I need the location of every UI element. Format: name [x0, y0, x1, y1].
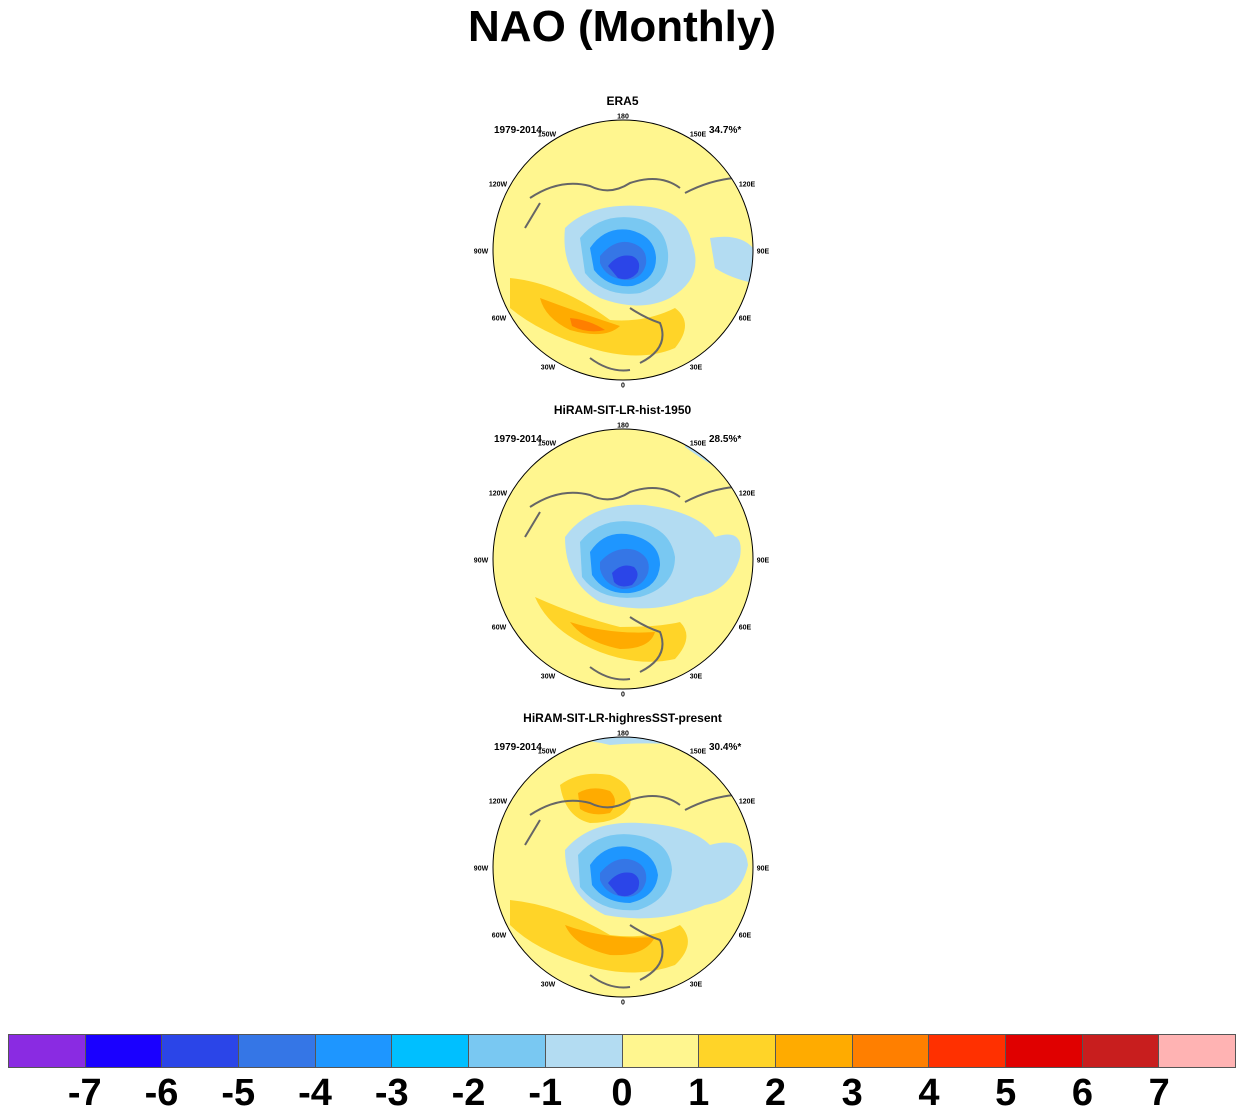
- lon-label: 60W: [491, 932, 507, 940]
- period-label: 1979-2014: [494, 742, 542, 753]
- colorbar-swatch: [9, 1035, 86, 1067]
- colorbar-tick-label: -6: [144, 1072, 179, 1114]
- colorbar-swatch: [1082, 1035, 1160, 1067]
- lon-label: 120E: [738, 490, 756, 498]
- variance-label: 34.7%*: [709, 125, 742, 136]
- colorbar-swatch: [1159, 1035, 1235, 1067]
- lon-label: 60E: [738, 624, 752, 632]
- lon-label: 150E: [689, 131, 707, 139]
- lon-label: 180: [617, 422, 629, 430]
- lon-label: 30W: [540, 981, 556, 989]
- lon-label: 0: [621, 691, 625, 699]
- lon-label: 30W: [540, 364, 556, 372]
- lon-label: 90E: [756, 557, 770, 565]
- lon-label: 60E: [738, 315, 752, 323]
- colorbar-tick-label: -3: [374, 1072, 409, 1114]
- lon-label: 120W: [488, 490, 508, 498]
- lon-label: 90E: [756, 865, 770, 873]
- polar-map: [492, 736, 754, 998]
- colorbar-swatch: [1005, 1035, 1083, 1067]
- lon-label: 120E: [738, 181, 756, 189]
- lon-label: 150W: [537, 748, 557, 756]
- colorbar-swatch: [315, 1035, 393, 1067]
- lon-label: 90W: [473, 557, 489, 565]
- figure-title: NAO (Monthly): [468, 2, 776, 51]
- variance-label: 30.4%*: [709, 742, 742, 753]
- lon-label: 120W: [488, 181, 508, 189]
- colorbar-swatch: [852, 1035, 930, 1067]
- lon-label: 60W: [491, 624, 507, 632]
- period-label: 1979-2014: [494, 125, 542, 136]
- lon-label: 90W: [473, 865, 489, 873]
- colorbar-tick-label: 5: [995, 1072, 1017, 1114]
- colorbar: [8, 1034, 1236, 1068]
- lon-label: 0: [621, 999, 625, 1007]
- variance-label: 28.5%*: [709, 434, 742, 445]
- colorbar-swatch: [775, 1035, 853, 1067]
- colorbar-swatch: [699, 1035, 776, 1067]
- lon-label: 150W: [537, 440, 557, 448]
- colorbar-tick-label: 2: [764, 1072, 787, 1114]
- colorbar-tick-label: 7: [1148, 1072, 1170, 1114]
- polar-map: [492, 428, 754, 690]
- colorbar-swatch: [85, 1035, 163, 1067]
- colorbar-swatch: [392, 1035, 470, 1067]
- colorbar-swatch: [469, 1035, 546, 1067]
- colorbar-tick-label: -2: [451, 1072, 486, 1114]
- colorbar-tick-label: 6: [1071, 1072, 1094, 1114]
- colorbar-tick-label: 0: [611, 1072, 633, 1114]
- lon-label: 150E: [689, 748, 707, 756]
- lon-label: 60E: [738, 932, 752, 940]
- lon-label: 60W: [491, 315, 507, 323]
- panel-title: ERA5: [606, 94, 639, 108]
- panel-title: HiRAM-SIT-LR-hist-1950: [553, 403, 692, 417]
- lon-label: 30E: [689, 673, 703, 681]
- colorbar-tick-label: -4: [298, 1072, 332, 1114]
- colorbar-tick-label: -5: [221, 1072, 256, 1114]
- colorbar-swatch: [622, 1035, 700, 1067]
- lon-label: 180: [617, 113, 629, 121]
- lon-label: 30E: [689, 981, 703, 989]
- colorbar-swatch: [162, 1035, 240, 1067]
- polar-map: [492, 119, 754, 381]
- colorbar-tick-label: -1: [528, 1072, 563, 1114]
- colorbar-tick-label: -7: [67, 1072, 102, 1114]
- map-panel-era5: ERA5 1979-2014 34.7%* 180 150E 120E 90E …: [470, 94, 775, 408]
- colorbar-swatch: [239, 1035, 316, 1067]
- map-panel-highressst-present: HiRAM-SIT-LR-highresSST-present 1979-201…: [470, 711, 775, 1025]
- colorbar-tick-label: 4: [918, 1072, 940, 1114]
- colorbar-swatch: [929, 1035, 1006, 1067]
- lon-label: 180: [617, 730, 629, 738]
- panel-title: HiRAM-SIT-LR-highresSST-present: [523, 711, 722, 725]
- lon-label: 150E: [689, 440, 707, 448]
- lon-label: 0: [621, 382, 625, 390]
- colorbar-tick-label: 3: [841, 1072, 863, 1114]
- lon-label: 120E: [738, 798, 756, 806]
- colorbar-swatch: [545, 1035, 623, 1067]
- map-panel-hist-1950: HiRAM-SIT-LR-hist-1950 1979-2014 28.5%* …: [470, 403, 775, 717]
- lon-label: 120W: [488, 798, 508, 806]
- lon-label: 30E: [689, 364, 703, 372]
- period-label: 1979-2014: [494, 434, 542, 445]
- lon-label: 30W: [540, 673, 556, 681]
- colorbar-tick-label: 1: [688, 1072, 710, 1114]
- lon-label: 90E: [756, 248, 770, 256]
- lon-label: 90W: [473, 248, 489, 256]
- lon-label: 150W: [537, 131, 557, 139]
